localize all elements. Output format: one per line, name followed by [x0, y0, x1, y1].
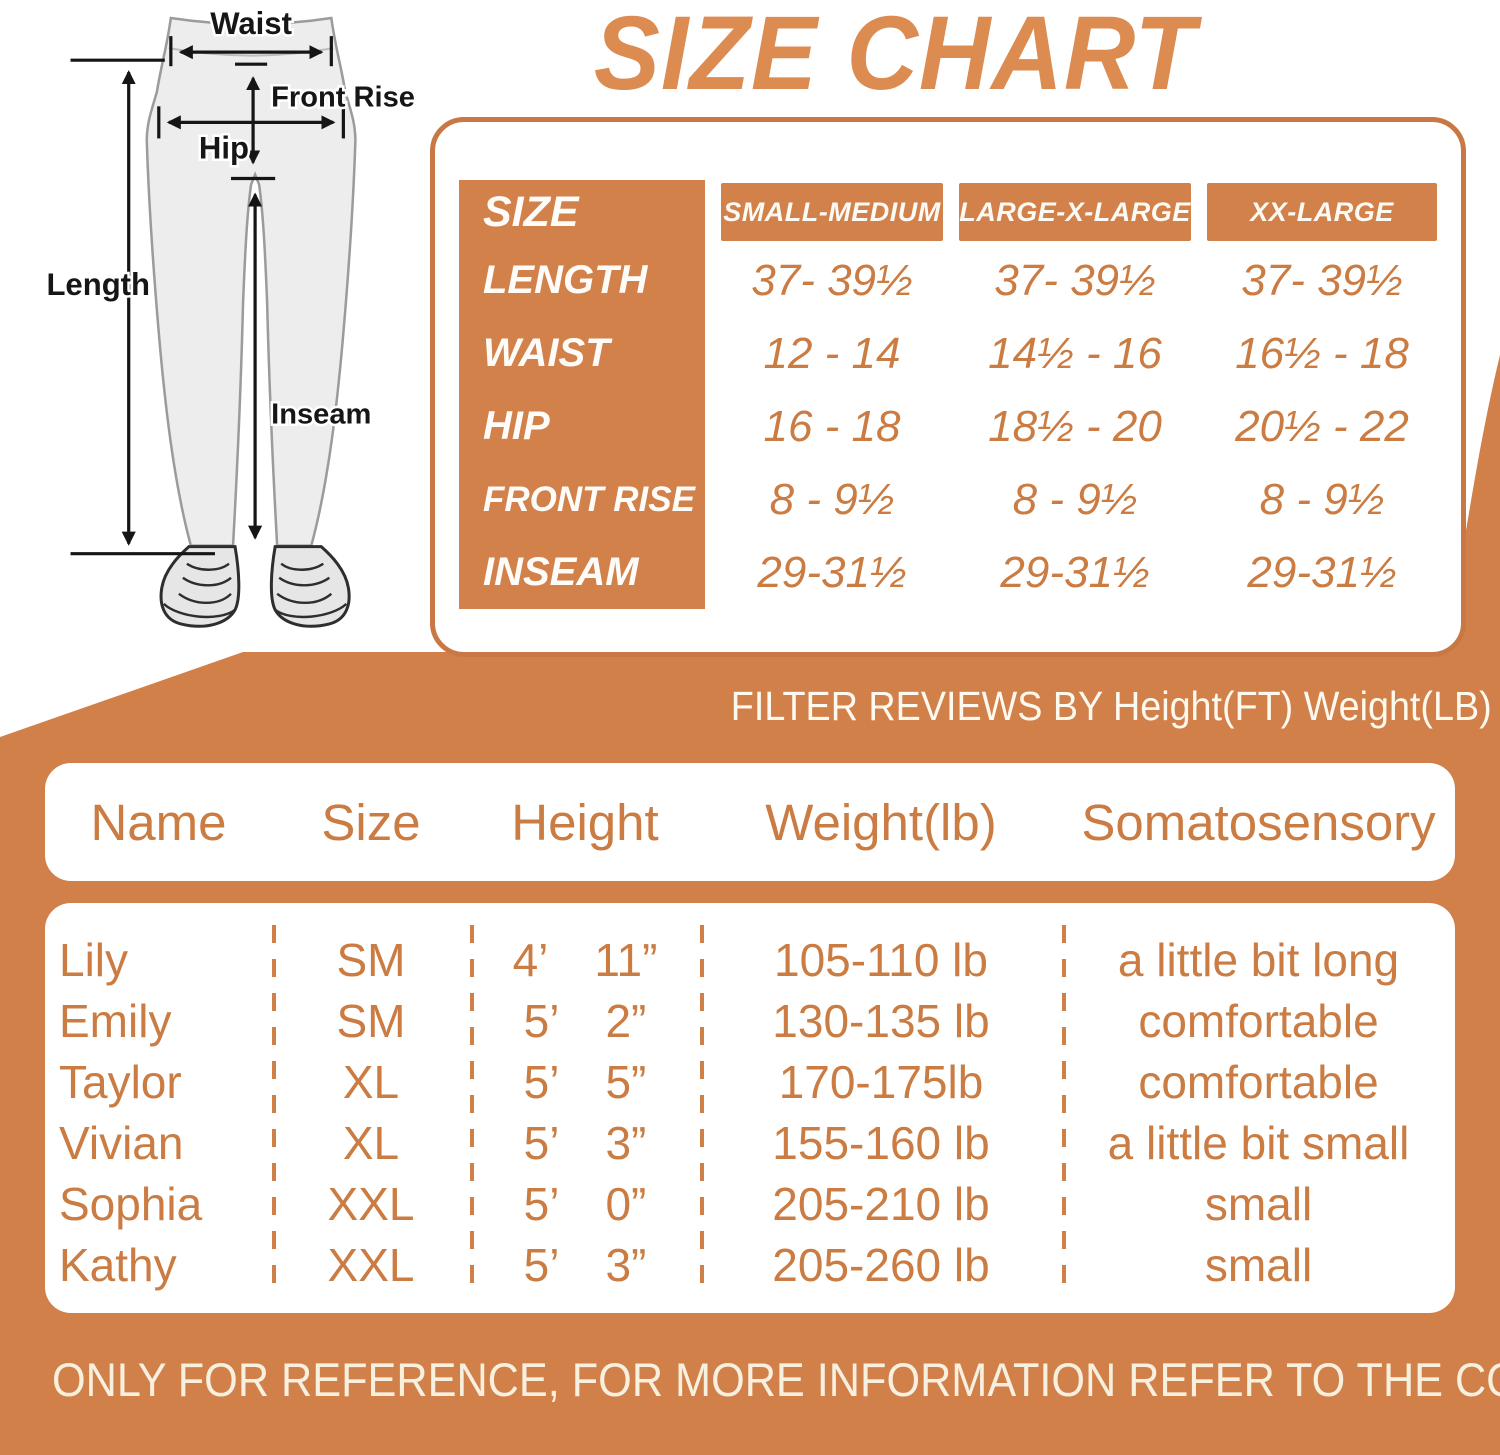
- column-header-small-medium: SMALL-MEDIUM: [721, 183, 943, 241]
- cell-height: 5’ 2”: [523, 994, 647, 1047]
- cell-hip-sm: 16 - 18: [763, 401, 901, 451]
- cell-waist-sm: 12 - 14: [763, 328, 901, 378]
- cell-name: Vivian: [59, 1116, 184, 1169]
- cell-weight: 205-260 lb: [772, 1238, 990, 1291]
- footer-note: ONLY FOR REFERENCE, FOR MORE INFORMATION…: [52, 1353, 1500, 1406]
- leggings-sketch: [145, 16, 357, 628]
- size-chart-panel: SIZE LENGTH WAIST HIP FRONT RISE INSEAM …: [430, 117, 1466, 657]
- cell-height: 5’ 3”: [523, 1238, 647, 1291]
- row-label-hip: HIP: [483, 404, 550, 448]
- cell-size: XXL: [327, 1177, 415, 1230]
- column-divider: [700, 925, 704, 1291]
- column-header-xx-large: XX-LARGE: [1207, 183, 1437, 241]
- column-header-large-x-large: LARGE-X-LARGE: [959, 183, 1191, 241]
- cell-size: XXL: [327, 1238, 415, 1291]
- cell-somatosensory: a little bit long: [1117, 933, 1400, 986]
- cell-length-xxl: 37- 39½: [1241, 255, 1403, 305]
- cell-somatosensory: small: [1204, 1177, 1313, 1230]
- header-name: Name: [90, 793, 227, 851]
- filter-reviews-note: FILTER REVIEWS BY Height(FT) Weight(LB): [730, 683, 1492, 729]
- row-label-waist: WAIST: [483, 331, 610, 375]
- cell-hip-xxl: 20½ - 22: [1235, 401, 1409, 451]
- diagram-label-waist: Waist: [210, 6, 292, 41]
- cell-somatosensory: small: [1204, 1238, 1313, 1291]
- cell-size: XL: [342, 1055, 400, 1108]
- cell-weight: 170-175lb: [778, 1055, 984, 1108]
- reviews-table: Lily SM 4’ 11” 105-110 lb a little bit l…: [45, 929, 1455, 1295]
- diagram-label-hip: Hip: [199, 130, 249, 165]
- cell-name: Taylor: [59, 1055, 182, 1108]
- cell-height: 4’ 11”: [512, 933, 658, 986]
- cell-inseam-lxl: 29-31½: [1000, 547, 1150, 597]
- cell-front-rise-xxl: 8 - 9½: [1259, 474, 1385, 524]
- cell-inseam-xxl: 29-31½: [1247, 547, 1397, 597]
- cell-size: SM: [336, 994, 406, 1047]
- cell-inseam-sm: 29-31½: [757, 547, 907, 597]
- header-somatosensory: Somatosensory: [1081, 793, 1436, 851]
- size-chart-corner-label: SIZE: [483, 187, 579, 236]
- cell-size: SM: [336, 933, 406, 986]
- cell-name: Emily: [59, 994, 172, 1047]
- diagram-label-front-rise: Front Rise: [271, 81, 415, 113]
- cell-length-lxl: 37- 39½: [994, 255, 1156, 305]
- diagram-label-length: Length: [46, 267, 150, 302]
- reviews-header-bar: Name Size Height Weight(lb) Somatosensor…: [45, 763, 1455, 881]
- row-label-inseam: INSEAM: [483, 550, 639, 594]
- measurement-diagram: Waist Front Rise Hip Length Inseam: [44, 4, 417, 628]
- cell-front-rise-lxl: 8 - 9½: [1012, 474, 1138, 524]
- header-weight: Weight(lb): [765, 793, 997, 851]
- cell-somatosensory: comfortable: [1138, 994, 1379, 1047]
- cell-name: Lily: [59, 933, 129, 986]
- column-divider: [272, 925, 276, 1291]
- header-height: Height: [511, 793, 659, 851]
- cell-height: 5’ 0”: [523, 1177, 647, 1230]
- size-chart-row-labels: SIZE LENGTH WAIST HIP FRONT RISE INSEAM: [459, 180, 705, 609]
- row-label-length: LENGTH: [483, 258, 648, 302]
- row-label-front-rise: FRONT RISE: [483, 479, 695, 519]
- measurement-arrows: [70, 36, 345, 556]
- cell-hip-lxl: 18½ - 20: [988, 401, 1162, 451]
- cell-name: Sophia: [59, 1177, 203, 1230]
- cell-size: XL: [342, 1116, 400, 1169]
- cell-weight: 130-135 lb: [772, 994, 990, 1047]
- cell-length-sm: 37- 39½: [751, 255, 913, 305]
- cell-weight: 205-210 lb: [772, 1177, 990, 1230]
- cell-name: Kathy: [59, 1238, 177, 1291]
- cell-weight: 155-160 lb: [772, 1116, 990, 1169]
- cell-height: 5’ 5”: [523, 1055, 647, 1108]
- column-divider: [1062, 925, 1066, 1291]
- cell-waist-lxl: 14½ - 16: [988, 328, 1162, 378]
- header-size: Size: [321, 793, 421, 851]
- cell-waist-xxl: 16½ - 18: [1235, 328, 1409, 378]
- reviews-table-panel: Lily SM 4’ 11” 105-110 lb a little bit l…: [45, 903, 1455, 1313]
- diagram-label-inseam: Inseam: [271, 398, 371, 430]
- cell-front-rise-sm: 8 - 9½: [769, 474, 895, 524]
- page-title: SIZE CHART: [593, 0, 1197, 111]
- cell-height: 5’ 3”: [523, 1116, 647, 1169]
- column-divider: [470, 925, 474, 1291]
- cell-weight: 105-110 lb: [774, 933, 988, 986]
- cell-somatosensory: comfortable: [1138, 1055, 1379, 1108]
- cell-somatosensory: a little bit small: [1107, 1116, 1410, 1169]
